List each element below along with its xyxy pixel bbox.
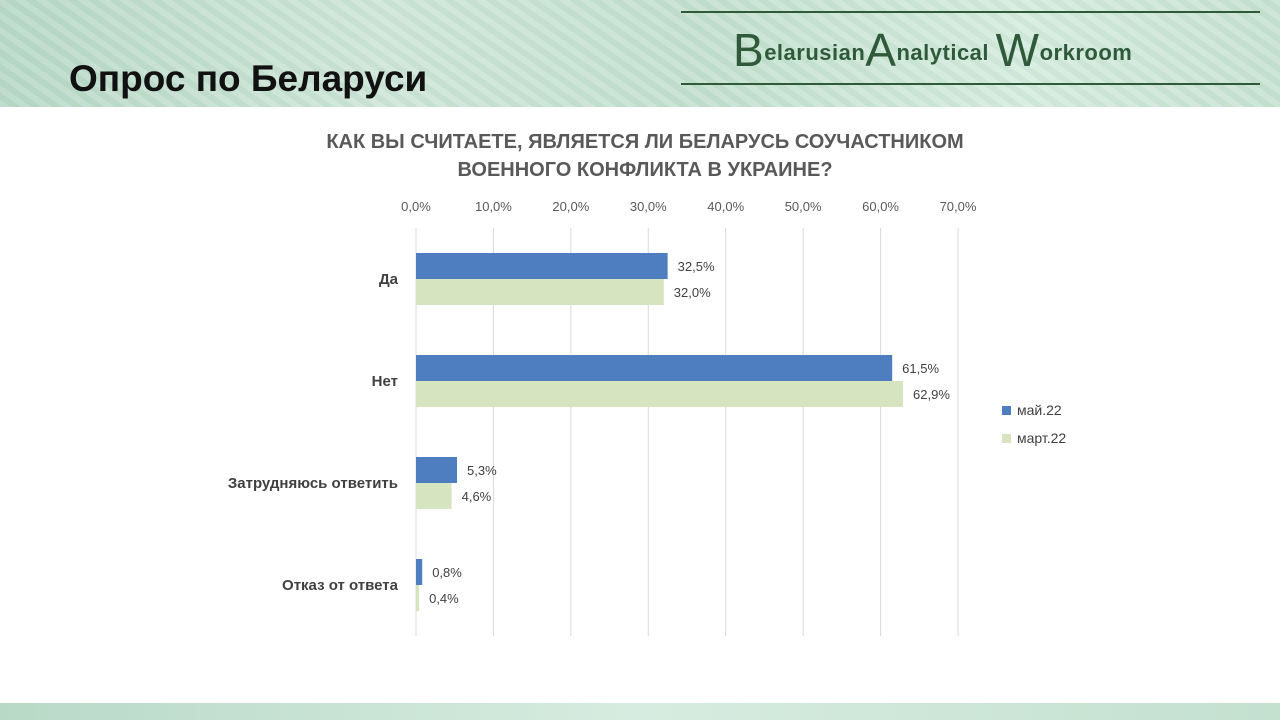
bar-may-2 (416, 457, 458, 483)
category-label-2: Затрудняюсь ответить (228, 475, 398, 492)
legend-item-may: май.22 (1002, 396, 1066, 424)
x-tick-label-1: 10,0% (475, 199, 512, 214)
x-tick-label-7: 70,0% (940, 199, 977, 214)
legend-label: май.22 (1017, 402, 1062, 418)
data-label-may-0: 32,5% (678, 259, 715, 274)
bar-march-1 (416, 381, 904, 407)
category-label-0: Да (379, 271, 399, 288)
bar-march-3 (416, 585, 420, 611)
x-tick-label-2: 20,0% (552, 199, 589, 214)
x-tick-label-3: 30,0% (630, 199, 667, 214)
x-tick-label-6: 60,0% (862, 199, 899, 214)
legend-item-march: март.22 (1002, 424, 1066, 452)
data-label-march-0: 32,0% (674, 285, 711, 300)
bar-march-0 (416, 279, 664, 305)
data-label-may-2: 5,3% (467, 463, 497, 478)
x-tick-label-5: 50,0% (785, 199, 822, 214)
x-tick-label-0: 0,0% (401, 199, 431, 214)
slide-title: Опрос по Беларуси (69, 58, 428, 99)
logo-wordmark: BelarusianAnalytical Workroom (733, 24, 1133, 76)
chart-title-line-1: КАК ВЫ СЧИТАЕТЕ, ЯВЛЯЕТСЯ ЛИ БЕЛАРУСЬ СО… (326, 131, 964, 153)
data-label-may-1: 61,5% (902, 361, 939, 376)
logo-bottom-line (681, 83, 1260, 85)
bar-may-1 (416, 355, 893, 381)
data-label-march-2: 4,6% (462, 489, 492, 504)
data-label-may-3: 0,8% (432, 565, 462, 580)
chart-title-line-2: ВОЕННОГО КОНФЛИКТА В УКРАИНЕ? (457, 159, 833, 181)
data-label-march-3: 0,4% (429, 591, 459, 606)
x-tick-label-4: 40,0% (707, 199, 744, 214)
legend-swatch (1002, 405, 1011, 415)
category-label-3: Отказ от ответа (282, 577, 399, 594)
bar-may-3 (416, 559, 423, 585)
brand-logo: BelarusianAnalytical Workroom (681, 11, 1260, 87)
data-label-march-1: 62,9% (913, 387, 950, 402)
chart-title: КАК ВЫ СЧИТАЕТЕ, ЯВЛЯЕТСЯ ЛИ БЕЛАРУСЬ СО… (290, 128, 1000, 184)
logo-top-line (681, 11, 1260, 13)
category-label-1: Нет (372, 373, 398, 390)
header-band (0, 0, 1280, 107)
legend-swatch (1002, 433, 1011, 443)
legend-label: март.22 (1017, 430, 1067, 446)
bar-march-2 (416, 483, 452, 509)
bar-may-0 (416, 253, 668, 279)
chart-legend: май.22 март.22 (1002, 396, 1066, 452)
footer-band (0, 703, 1280, 720)
